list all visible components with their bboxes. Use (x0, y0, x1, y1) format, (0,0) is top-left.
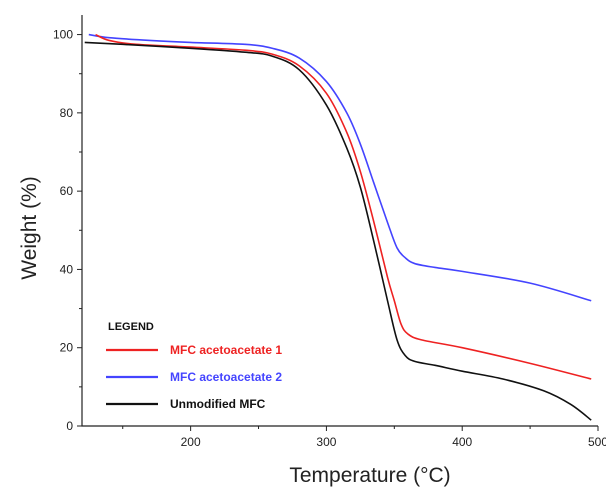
x-axis-title: Temperature (°C) (289, 464, 450, 487)
legend: LEGEND MFC acetoacetate 1 MFC acetoacetat… (106, 321, 282, 411)
legend-label: Unmodified MFC (170, 397, 266, 411)
axes (81, 15, 598, 427)
x-tick-label: 400 (452, 435, 472, 449)
series-line-mfc-acetoacetate-1 (95, 33, 592, 380)
y-tick-label: 80 (60, 106, 74, 120)
x-tick-label: 300 (316, 435, 336, 449)
y-tick-label: 0 (66, 419, 73, 433)
y-tick-label: 20 (60, 341, 74, 355)
y-tick-label: 60 (60, 184, 74, 198)
y-axis-title: Weight (%) (18, 176, 41, 279)
plot-area (84, 33, 592, 421)
x-tick-label: 500 (588, 435, 606, 449)
series-line-unmodified-mfc (84, 41, 592, 421)
series-line-mfc-acetoacetate-2 (88, 33, 592, 302)
ticks: 200 300 400 500 0 20 40 60 80 100 (53, 28, 606, 449)
legend-label: MFC acetoacetate 1 (170, 343, 282, 357)
legend-title: LEGEND (108, 321, 154, 333)
y-tick-label: 100 (53, 28, 73, 42)
axis-frame (81, 15, 598, 427)
y-tick-label: 40 (60, 262, 74, 276)
x-tick-label: 200 (181, 435, 201, 449)
legend-label: MFC acetoacetate 2 (170, 370, 282, 384)
